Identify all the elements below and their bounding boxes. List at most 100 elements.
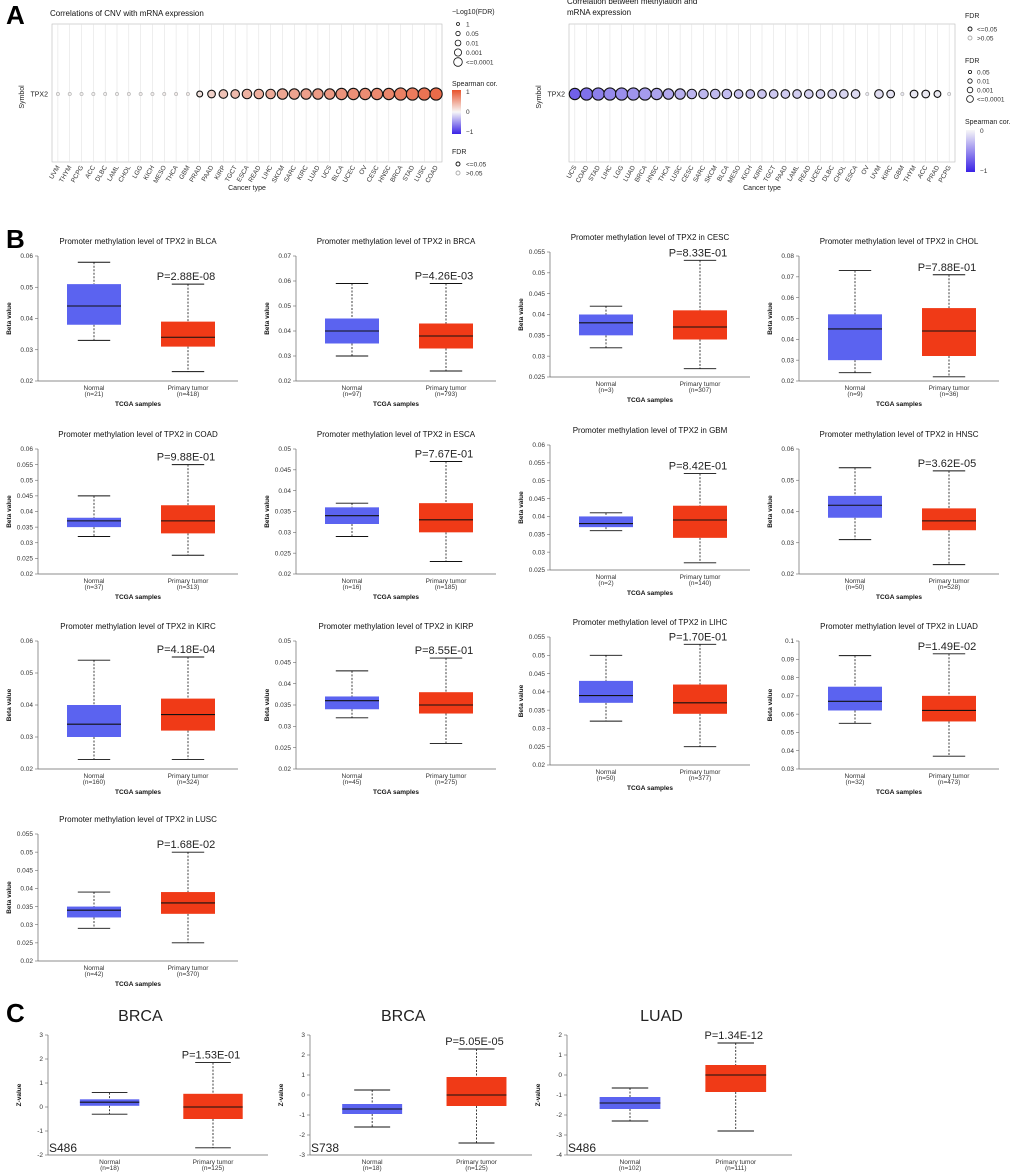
boxplot-b_gbm: Promoter methylation level of TPX2 in GB… (518, 426, 750, 597)
chart-title: Promoter methylation level of TPX2 in HN… (819, 430, 978, 439)
y-tick-label: 0.05 (20, 849, 33, 856)
y-tick-label: 0.04 (20, 702, 33, 709)
y-tick-label: 0.07 (781, 693, 794, 700)
group-label: Normal (84, 773, 106, 780)
y-tick-label: 0.06 (20, 446, 33, 453)
y-tick-label: 0.04 (278, 328, 291, 335)
box-tumor (705, 1065, 767, 1092)
y-tick-label: 0.05 (278, 638, 291, 645)
y-tick-label: 0 (301, 1092, 305, 1099)
y-tick-label: 0.04 (20, 316, 33, 323)
y-tick-label: 0.05 (20, 477, 33, 484)
legend-fdr-dot (455, 161, 461, 167)
x-axis-label: Cancer type (228, 185, 266, 192)
y-tick-label: 0.06 (781, 446, 794, 453)
y-tick-label: 0.035 (529, 531, 546, 538)
y-tick-label: 0.045 (529, 671, 546, 678)
y-axis-label: Z-value (535, 1083, 542, 1106)
dot-lgg (138, 92, 143, 96)
dot-cesc (370, 87, 384, 101)
y-tick-label: 0.06 (20, 253, 33, 260)
y-axis-label: Beta value (518, 684, 525, 717)
site-label: S486 (49, 1141, 77, 1155)
dot-kich (745, 89, 756, 99)
dot-ucec (815, 89, 826, 99)
dot-paad (207, 89, 216, 99)
dot-ov (358, 87, 372, 101)
group-n: (n=377) (689, 775, 712, 782)
y-tick-label: 0.03 (20, 734, 33, 741)
dot-sarc (698, 88, 709, 100)
y-tick-label: 0.025 (529, 744, 546, 751)
box-normal (828, 314, 882, 361)
group-label: Primary tumor (456, 1159, 498, 1166)
legend-size-dot (966, 95, 974, 103)
p-value: P=3.62E-05 (918, 458, 976, 470)
group-label: Normal (362, 1159, 384, 1166)
p-value: P=1.68E-02 (157, 839, 215, 851)
dot-meso (162, 92, 167, 96)
group-n: (n=324) (177, 779, 200, 786)
y-axis-label: Beta value (767, 495, 774, 528)
y-tick-label: 0.03 (532, 353, 545, 360)
y-tick-label: 0.025 (17, 940, 34, 947)
x-tick-label: CHOL (117, 164, 132, 183)
dot-luad (626, 87, 640, 101)
chart-title: Correlations of CNV with mRNA expression (50, 9, 204, 18)
legend-color-title: Spearman cor. (452, 81, 498, 88)
y-tick-label: 0.04 (278, 681, 291, 688)
x-axis-label: TCGA samples (627, 590, 673, 597)
y-tick-label: 0 (39, 1104, 43, 1111)
p-value: P=2.88E-08 (157, 271, 215, 283)
x-axis-label: TCGA samples (876, 594, 922, 601)
y-tick-label: 0.04 (781, 509, 794, 516)
legend-fdr-label: >0.05 (466, 171, 483, 178)
p-value: P=1.34E-12 (705, 1030, 763, 1042)
group-n: (n=42) (85, 971, 104, 978)
y-tick-label: 0.025 (275, 550, 292, 557)
chart-title: Promoter methylation level of TPX2 in LU… (820, 622, 978, 631)
y-tick-label: 0.055 (529, 634, 546, 641)
boxplot-b_esca: Promoter methylation level of TPX2 in ES… (264, 430, 496, 601)
group-n: (n=528) (938, 584, 961, 591)
legend-fdr-dot (967, 35, 973, 41)
x-tick-label: PAAD (201, 164, 216, 183)
group-n: (n=16) (343, 584, 362, 591)
dot-meso (733, 89, 744, 99)
dot-stad (591, 87, 605, 101)
y-tick-label: 2 (558, 1032, 562, 1039)
y-tick-label: 0.04 (781, 337, 794, 344)
box-tumor (446, 1077, 507, 1106)
box-normal (579, 516, 633, 528)
x-tick-label: LUAD (307, 164, 322, 183)
x-tick-label: READ (247, 164, 262, 183)
dot-lgg (614, 87, 629, 101)
dot-sarc (288, 88, 301, 100)
group-n: (n=45) (343, 779, 362, 786)
y-tick-label: 0.025 (529, 567, 546, 574)
group-label: Normal (845, 578, 867, 585)
legend-fdr-title: FDR (965, 13, 979, 20)
site-label: S738 (311, 1141, 339, 1155)
p-value: P=8.55E-01 (415, 645, 473, 657)
dot-hnsc (650, 87, 663, 101)
dot-cesc (686, 88, 698, 100)
group-label: Primary tumor (426, 385, 468, 392)
group-n: (n=32) (846, 779, 865, 786)
legend-size-label: 0.05 (466, 31, 479, 38)
legend-fdr-label: >0.05 (977, 36, 994, 43)
y-tick-label: 0.03 (20, 922, 33, 929)
y-axis-label: Beta value (264, 302, 271, 335)
group-label: Primary tumor (929, 578, 971, 585)
dot-gbm (186, 92, 190, 96)
legend-color-title: Spearman cor. (965, 119, 1011, 126)
group-n: (n=36) (940, 391, 959, 398)
box-tumor (161, 321, 215, 347)
box-tumor (419, 692, 473, 714)
dot-thca (174, 92, 178, 96)
boxplot-c_brca738: BRCA -3 -2 -1 0 1 2 3 Z-value Normal(n=18) Primary… (278, 1008, 532, 1172)
x-tick-label: LIHC (600, 164, 614, 181)
box-tumor (922, 695, 976, 722)
y-tick-label: 0.04 (20, 886, 33, 893)
